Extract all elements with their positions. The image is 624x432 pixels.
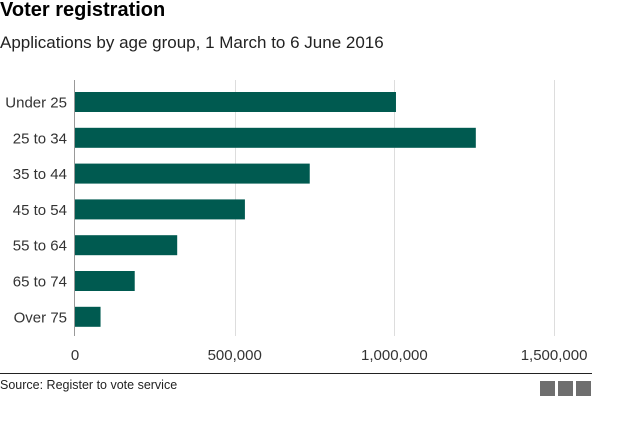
category-label: 55 to 64 [13, 238, 67, 255]
bar [75, 199, 245, 220]
chart-subtitle: Applications by age group, 1 March to 6 … [0, 33, 384, 52]
bbc-logo-block-1 [540, 381, 555, 396]
bar [75, 127, 476, 148]
footer-divider [0, 373, 592, 374]
category-label: Over 75 [14, 309, 67, 326]
category-label: 45 to 54 [13, 202, 67, 219]
bar [75, 306, 101, 327]
source-note: Source: Register to vote service [0, 378, 178, 392]
bbc-logo-block-2 [558, 381, 573, 396]
x-tick-label: 1,500,000 [521, 347, 588, 364]
bbc-logo-block-3 [576, 381, 591, 396]
bar [75, 92, 396, 112]
chart-title: Voter registration [0, 0, 166, 21]
bar [75, 271, 135, 291]
category-label: 25 to 34 [13, 130, 67, 147]
category-label: 65 to 74 [13, 274, 67, 291]
x-tick-label: 1,000,000 [361, 347, 428, 364]
bar-chart: Under 25 25 to 34 35 to 44 45 to 54 55 to 64… [5, 80, 588, 364]
bar [75, 235, 178, 256]
bar [75, 163, 310, 184]
bbc-logo [540, 381, 591, 396]
category-label: 35 to 44 [13, 166, 67, 183]
category-label: Under 25 [5, 95, 67, 112]
x-tick-label: 0 [71, 347, 79, 364]
x-tick-label: 500,000 [208, 347, 262, 364]
